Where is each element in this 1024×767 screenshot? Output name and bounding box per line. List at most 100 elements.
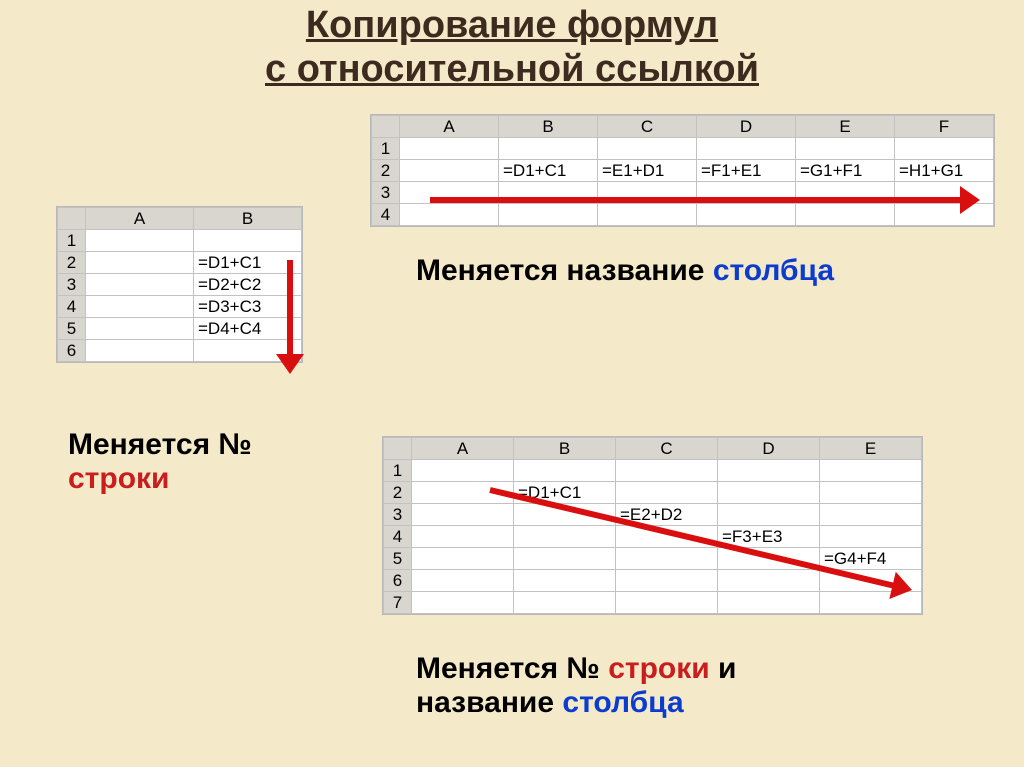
cell (400, 160, 499, 182)
cell (412, 526, 514, 548)
column-header: F (895, 116, 994, 138)
cell (820, 504, 922, 526)
cell (514, 504, 616, 526)
cell: =F1+E1 (697, 160, 796, 182)
grid: ABCDE12=D1+C13=E2+D24=F3+E35=G4+F467 (383, 437, 922, 614)
cell (895, 204, 994, 226)
row-header: 3 (384, 504, 412, 526)
cell (616, 460, 718, 482)
cell: =G4+F4 (820, 548, 922, 570)
row-header: 5 (58, 318, 86, 340)
cell (86, 340, 194, 362)
column-header: B (514, 438, 616, 460)
cell (514, 460, 616, 482)
column-header: D (718, 438, 820, 460)
row-header: 1 (58, 230, 86, 252)
cell (697, 204, 796, 226)
title-line1: Копирование формул (306, 4, 718, 46)
cell (86, 318, 194, 340)
cell (412, 592, 514, 614)
cell (718, 548, 820, 570)
cell: =D1+C1 (194, 252, 302, 274)
spreadsheet-horizontal-copy: ABCDEF12=D1+C1=E1+D1=F1+E1=G1+F1=H1+G134 (370, 114, 995, 227)
cell (400, 182, 499, 204)
spreadsheet-diagonal-copy: ABCDE12=D1+C13=E2+D24=F3+E35=G4+F467 (382, 436, 923, 615)
cell (616, 570, 718, 592)
cell (514, 548, 616, 570)
cell (616, 526, 718, 548)
column-header: C (616, 438, 718, 460)
corner-cell (372, 116, 400, 138)
cell: =D1+C1 (514, 482, 616, 504)
caption-part: Меняется № (416, 652, 608, 685)
column-header: E (820, 438, 922, 460)
caption-row-changes: Меняется № строки (68, 428, 298, 496)
corner-cell (58, 208, 86, 230)
row-header: 6 (58, 340, 86, 362)
caption-both-change: Меняется № строки и название столбца (416, 652, 876, 720)
cell (499, 204, 598, 226)
cell (697, 182, 796, 204)
caption-part: столбца (562, 686, 683, 719)
cell (616, 592, 718, 614)
row-header: 2 (58, 252, 86, 274)
column-header: C (598, 116, 697, 138)
cell (194, 340, 302, 362)
caption-part: Меняется № (68, 428, 252, 461)
cell (514, 592, 616, 614)
row-header: 1 (384, 460, 412, 482)
title-line2: с относительной ссылкой (265, 48, 759, 90)
cell: =H1+G1 (895, 160, 994, 182)
row-header: 7 (384, 592, 412, 614)
corner-cell (384, 438, 412, 460)
cell (697, 138, 796, 160)
cell: =E1+D1 (598, 160, 697, 182)
caption-column-changes: Меняется название столбца (416, 254, 834, 288)
cell (718, 482, 820, 504)
cell: =G1+F1 (796, 160, 895, 182)
grid: AB12=D1+C13=D2+C24=D3+C35=D4+C46 (57, 207, 302, 362)
caption-part: строки (68, 462, 169, 495)
cell (718, 460, 820, 482)
cell (718, 592, 820, 614)
cell (412, 548, 514, 570)
column-header: D (697, 116, 796, 138)
cell (499, 182, 598, 204)
cell (598, 204, 697, 226)
row-header: 6 (384, 570, 412, 592)
cell (412, 482, 514, 504)
row-header: 4 (384, 526, 412, 548)
spreadsheet-vertical-copy: AB12=D1+C13=D2+C24=D3+C35=D4+C46 (56, 206, 303, 363)
cell (796, 204, 895, 226)
cell (514, 526, 616, 548)
cell (499, 138, 598, 160)
row-header: 4 (372, 204, 400, 226)
cell: =D4+C4 (194, 318, 302, 340)
cell (796, 138, 895, 160)
column-header: E (796, 116, 895, 138)
cell (616, 482, 718, 504)
cell (412, 504, 514, 526)
cell (514, 570, 616, 592)
cell (616, 548, 718, 570)
cell (895, 182, 994, 204)
cell (820, 526, 922, 548)
row-header: 1 (372, 138, 400, 160)
cell: =D2+C2 (194, 274, 302, 296)
cell: =F3+E3 (718, 526, 820, 548)
cell (820, 482, 922, 504)
cell (86, 252, 194, 274)
cell: =E2+D2 (616, 504, 718, 526)
column-header: A (400, 116, 499, 138)
cell (400, 204, 499, 226)
column-header: A (86, 208, 194, 230)
cell (86, 274, 194, 296)
cell (718, 570, 820, 592)
caption-part: столбца (713, 254, 834, 287)
cell: =D1+C1 (499, 160, 598, 182)
cell (412, 570, 514, 592)
slide: { "slide": { "background_color": "#f4e9c… (0, 0, 1024, 767)
cell (86, 230, 194, 252)
cell (400, 138, 499, 160)
caption-part: Меняется название (416, 254, 713, 287)
